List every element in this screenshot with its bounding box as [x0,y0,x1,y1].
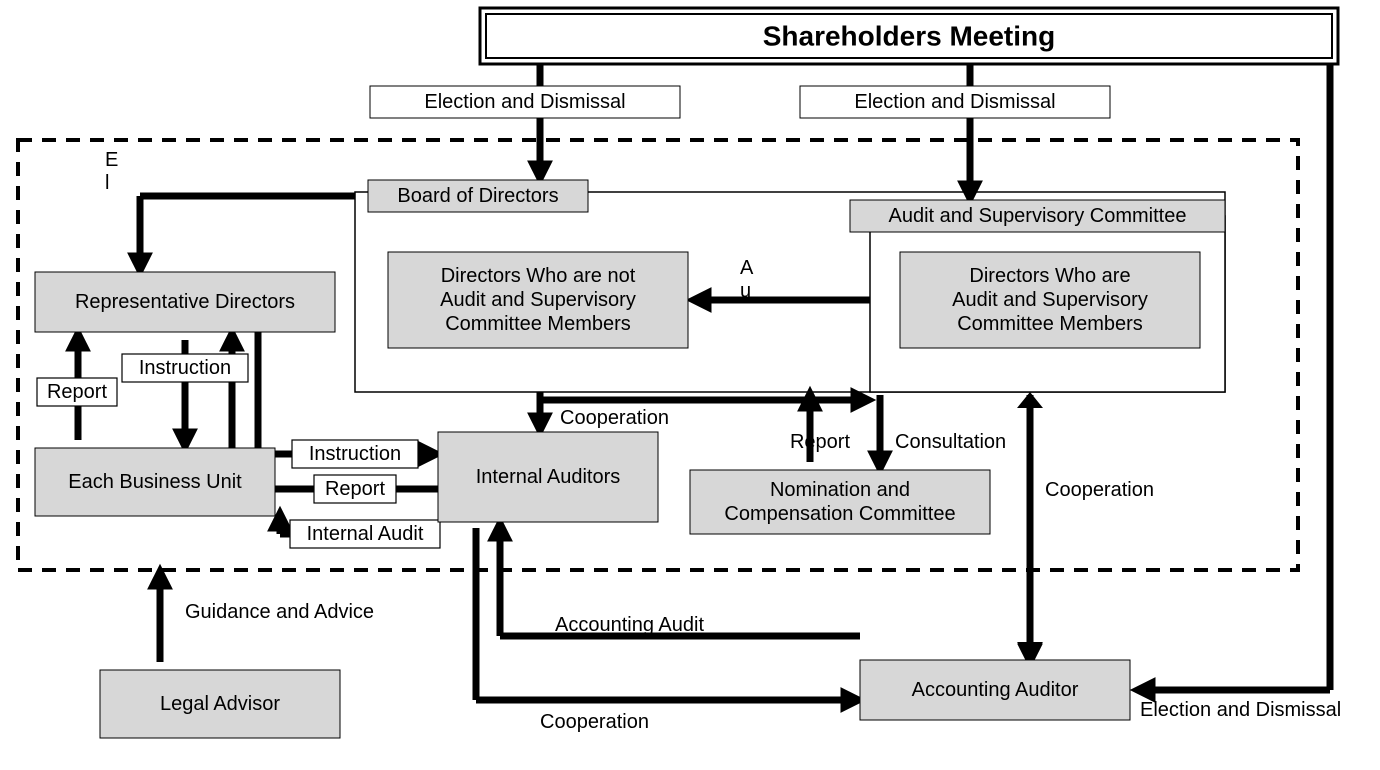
edge-label: Election and Dismissal [1140,699,1341,721]
node-shareholders: Shareholders Meeting [480,8,1338,64]
node-label: Nomination and [770,479,910,501]
svg-text:Report: Report [47,381,107,403]
node-label: Directors Who are not [441,265,636,287]
node-label: Audit and Supervisory Committee [889,205,1187,227]
node-label: Committee Members [957,313,1143,335]
node-audit_committee: Audit and Supervisory Committee [850,200,1225,232]
node-nomination_committee: Nomination andCompensation Committee [690,470,990,534]
node-directors_not_audit: Directors Who are notAudit and Superviso… [388,252,688,348]
edge-label-box-report_1: Report [37,378,117,406]
node-label: Election and Dismissal [424,91,625,113]
node-label: Internal Auditors [476,466,621,488]
edge-label: Accounting Audit [555,614,704,636]
edge-label: Consultation [895,431,1006,453]
edge-label: E [105,149,118,171]
edge-label: u [740,280,751,302]
edge-label: A [740,257,754,279]
edge-label-box-instruction_1: Instruction [122,354,248,382]
edge-label: Cooperation [540,711,649,733]
node-label: Representative Directors [75,291,295,313]
node-rep_directors: Representative Directors [35,272,335,332]
node-label: Board of Directors [397,185,558,207]
node-board_directors: Board of Directors [368,180,588,212]
node-label: Election and Dismissal [854,91,1055,113]
edge-label: Report [790,431,850,453]
node-directors_audit: Directors Who areAudit and SupervisoryCo… [900,252,1200,348]
node-internal_auditors: Internal Auditors [438,432,658,522]
node-label: Each Business Unit [68,471,242,493]
node-label: Accounting Auditor [912,679,1079,701]
svg-text:Instruction: Instruction [139,357,231,379]
node-label: Legal Advisor [160,693,280,715]
edge-label: l [105,172,109,194]
edge-label: Cooperation [560,407,669,429]
node-label: Compensation Committee [724,503,955,525]
edge-label-box-internal_audit: Internal Audit [290,520,440,548]
svg-text:Instruction: Instruction [309,443,401,465]
node-label: Audit and Supervisory [440,289,636,311]
node-label: Shareholders Meeting [763,21,1056,52]
edge-label-box-instruction_2: Instruction [292,440,418,468]
edge-label: Cooperation [1045,479,1154,501]
edge-label-box-report_2: Report [314,475,396,503]
node-accounting_auditor: Accounting Auditor [860,660,1130,720]
node-legal_advisor: Legal Advisor [100,670,340,738]
node-label: Committee Members [445,313,631,335]
governance-diagram: Instruction Report Instruction Report Intern… [0,0,1380,770]
node-business_unit: Each Business Unit [35,448,275,516]
node-label: Directors Who are [969,265,1130,287]
node-label: Audit and Supervisory [952,289,1148,311]
svg-text:Internal Audit: Internal Audit [307,523,424,545]
node-elect_left: Election and Dismissal [370,86,680,118]
svg-text:Report: Report [325,478,385,500]
node-elect_right: Election and Dismissal [800,86,1110,118]
edge-label: Guidance and Advice [185,601,374,623]
